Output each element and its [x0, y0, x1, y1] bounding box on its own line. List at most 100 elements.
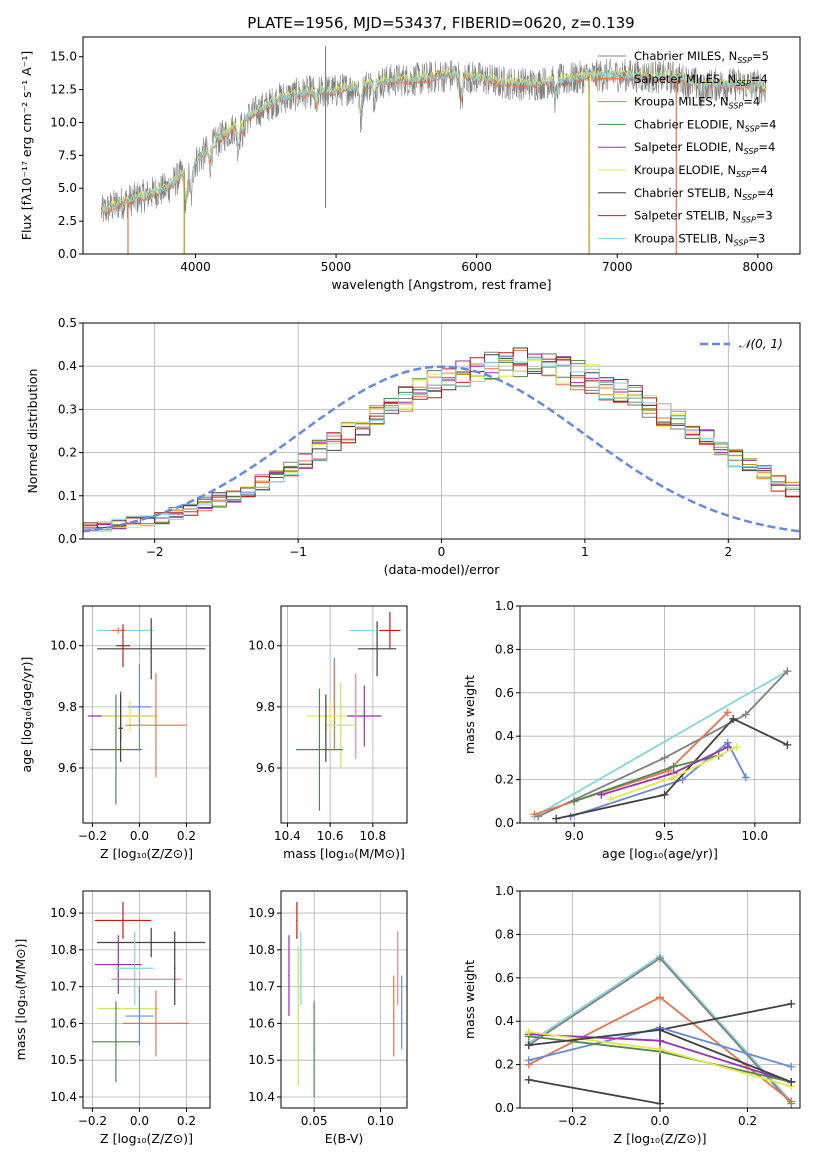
z_age-xtick-label: −0.2 [78, 829, 107, 843]
weight_z-panel: −0.2 0.0 0.2 0.0 0.2 0.4 0.6 0.8 1.0 Z [log₁₀(Z/Z… [462, 884, 801, 1146]
mass_age-xtick-label: 10.6 [317, 829, 344, 843]
residuals-ytick-label: 0.4 [58, 359, 77, 373]
weight_age-marker [669, 773, 678, 782]
mass_age-ytick-label: 10.0 [248, 639, 275, 653]
weight_z-ytick-label: 1.0 [495, 884, 514, 898]
weight_age-xlabel: age [log₁₀(age/yr)] [602, 846, 718, 861]
ebv_mass-point [288, 974, 290, 977]
spectrum-marks [100, 46, 767, 254]
mass_age-point [376, 647, 378, 650]
weight_age-series-line [555, 717, 788, 820]
ebv_mass-point [300, 967, 302, 970]
mass_age-point [354, 715, 357, 717]
weight_age-marker [729, 714, 738, 723]
residuals-xtick-label: −2 [146, 545, 164, 559]
residuals-xtick-label: 0 [438, 545, 446, 559]
mass_age-point [329, 715, 331, 717]
ebv_mass-ytick-label: 10.6 [248, 1016, 275, 1030]
weight_z-xtick-label: 0.0 [650, 1114, 669, 1128]
ebv_mass-point [400, 1011, 403, 1014]
weight_z-xtick-label: −0.2 [558, 1114, 587, 1128]
ebv_mass-point [297, 1015, 300, 1017]
ebv_mass-point [313, 1048, 315, 1050]
z_mass-point [115, 1040, 117, 1043]
mass_age-xtick-label: 10.4 [274, 829, 301, 843]
z_age-xtick-label: 0.2 [177, 829, 196, 843]
z_age-panel: −0.2 0.0 0.2 9.6 9.8 10.0 Z [log₁₀(Z/Z⊙)] age [… [19, 605, 211, 861]
spectrum-ytick-label: 0.0 [58, 247, 77, 261]
z_mass-point [145, 978, 148, 981]
weight_age-xtick-label: 9.0 [565, 829, 584, 843]
ebv_mass-point [396, 967, 399, 970]
weight_age-panel: 9.0 9.5 10.0 0.0 0.2 0.4 0.6 0.8 1.0 age [log₁₀(a… [462, 599, 801, 861]
weight_z-ytick-label: 0.0 [495, 1101, 514, 1115]
weight_z-marker [656, 1036, 664, 1045]
z_mass-point [133, 967, 136, 970]
spectrum-ytick-label: 2.5 [58, 214, 77, 228]
ebv_mass-xtick-label: 0.10 [367, 1114, 394, 1128]
weight_z-ytick-label: 0.4 [495, 1014, 514, 1028]
z_mass-xtick-label: 0.0 [130, 1114, 149, 1128]
spectrum-xtick-label: 5000 [321, 260, 352, 274]
weight_age-marker [530, 810, 539, 819]
weight_age-ytick-label: 0.6 [495, 686, 514, 700]
z_age-frame [82, 605, 211, 824]
figure-title: PLATE=1956, MJD=53437, FIBERID=0620, z=0… [247, 14, 634, 32]
z_mass-plot-area [83, 891, 210, 1108]
z_mass-panel: −0.2 0.0 0.2 10.4 10.5 10.6 10.7 10.8 10.9 Z [log… [13, 890, 211, 1146]
mass_age-point [325, 727, 327, 730]
weight_z-marker [656, 1025, 664, 1034]
mass_age-frame [280, 605, 408, 824]
weight_age-marker [570, 797, 579, 806]
weight_z-marker [524, 1056, 533, 1065]
weight_z-marker [524, 1028, 533, 1037]
weight_z-xtick-label: 0.2 [738, 1114, 757, 1128]
residuals-xtick-label: −1 [289, 545, 307, 559]
residuals-ytick-label: 0.0 [58, 532, 77, 546]
residuals-ytick-label: 0.1 [58, 489, 77, 503]
ebv_mass-point [392, 1015, 395, 1017]
ebv_mass-plot-area [281, 891, 407, 1108]
weight_age-ylabel: mass weight [462, 675, 477, 754]
legend-entry: Kroupa MILES, NSSP=4 [634, 95, 760, 111]
z_age-point [122, 644, 124, 647]
ebv_mass-ytick-label: 10.7 [248, 980, 275, 994]
weight_age-marks [530, 667, 792, 823]
weight_z-marker [656, 1099, 664, 1108]
mass_age-point [361, 629, 363, 632]
spectrum-xtick-label: 4000 [180, 260, 211, 274]
normal-curve [83, 365, 800, 533]
z_mass-marks [92, 902, 206, 1083]
weight_age-marker [723, 743, 732, 752]
weight_age-ytick-label: 0.0 [495, 816, 514, 830]
weight_z-marker [787, 999, 796, 1008]
residuals-xlabel: (data-model)/error [384, 562, 501, 577]
weight_z-ylabel: mass weight [462, 960, 477, 1039]
weight_age-marker [597, 790, 606, 799]
residuals-ytick-label: 0.5 [58, 316, 77, 330]
residual-histogram-salpeter_elodie [83, 353, 800, 530]
z_mass-xtick-label: 0.2 [177, 1114, 196, 1128]
weight_age-marker [552, 814, 561, 823]
weight_age-marker [660, 753, 669, 762]
ebv_mass-frame [280, 890, 408, 1109]
legend-entry: Salpeter STELIB, NSSP=3 [634, 209, 773, 225]
weight_z-ytick-label: 0.8 [495, 927, 514, 941]
weight_age-marker [783, 740, 792, 749]
residuals-xtick-label: 2 [724, 545, 732, 559]
ebv_mass-point [296, 919, 298, 922]
ebv_mass-ytick-label: 10.9 [248, 906, 275, 920]
weight_age-ytick-label: 0.4 [495, 729, 514, 743]
legend-entry: Chabrier ELODIE, NSSP=4 [634, 117, 776, 133]
weight_z-marker [656, 993, 664, 1002]
mass_age-xtick-label: 10.8 [359, 829, 386, 843]
mass_age-ytick-label: 9.8 [256, 700, 275, 714]
weight_age-xtick-label: 10.0 [741, 829, 768, 843]
z_mass-point [138, 1015, 141, 1017]
mass_age-point [363, 715, 366, 717]
legend-entry: Salpeter ELODIE, NSSP=4 [634, 140, 775, 156]
mass_age-point [339, 724, 342, 726]
legend-entry: Kroupa ELODIE, NSSP=4 [634, 163, 768, 179]
z_age-point [115, 748, 117, 751]
mass_age-point [318, 748, 321, 751]
